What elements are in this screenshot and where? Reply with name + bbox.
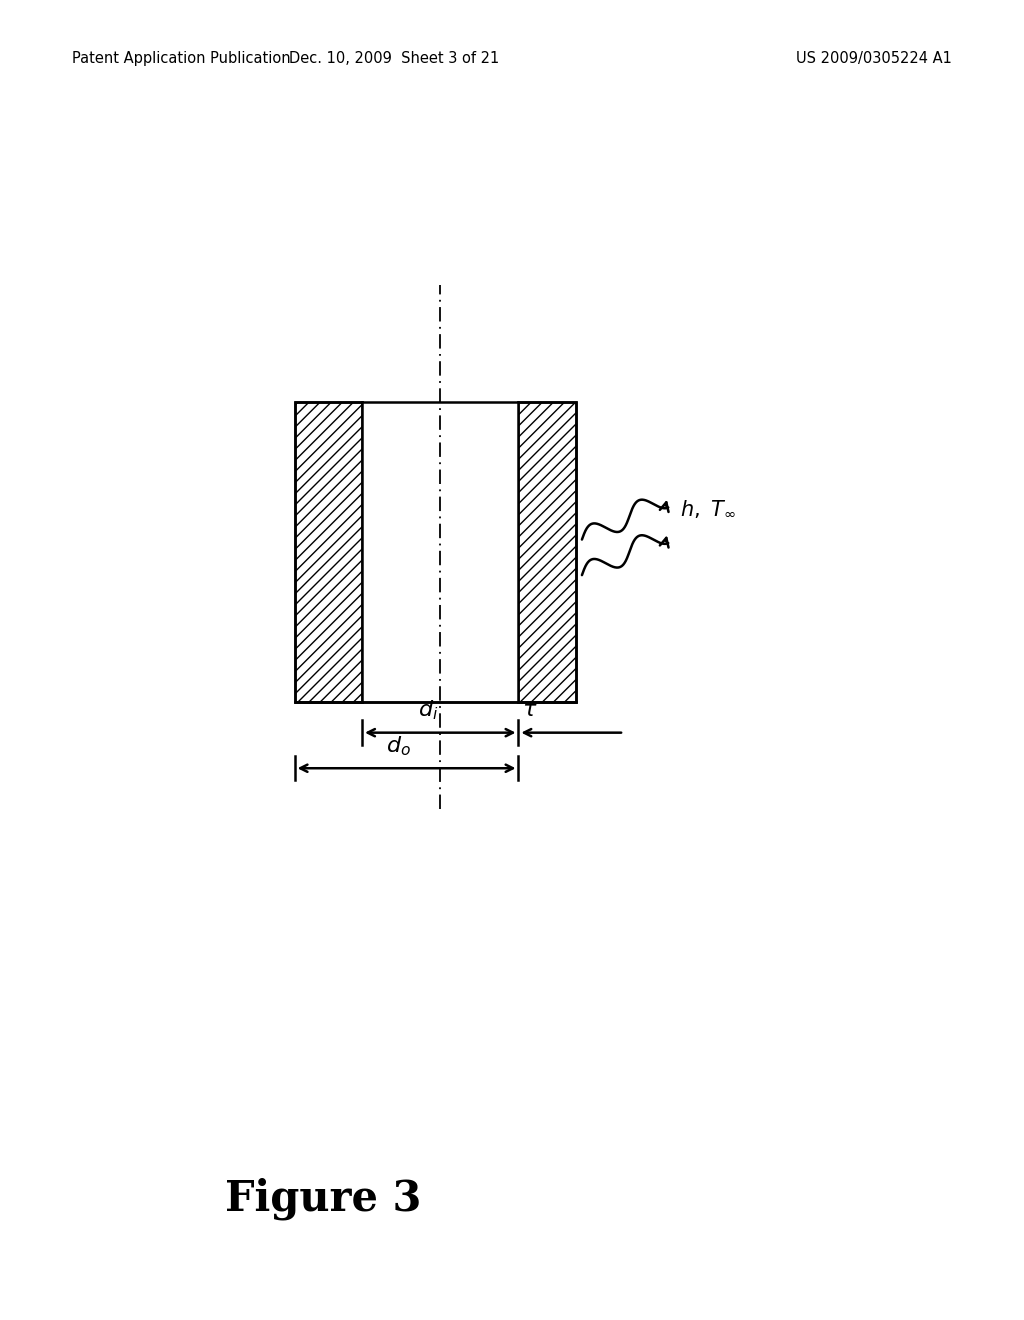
Text: $h,\ T_{\infty}$: $h,\ T_{\infty}$ [680, 499, 735, 519]
Text: $d_i$: $d_i$ [418, 698, 438, 722]
Text: Patent Application Publication: Patent Application Publication [72, 51, 291, 66]
Polygon shape [362, 403, 518, 702]
Text: US 2009/0305224 A1: US 2009/0305224 A1 [797, 51, 952, 66]
Text: $d_o$: $d_o$ [386, 734, 411, 758]
Text: Figure 3: Figure 3 [225, 1177, 422, 1220]
Text: Dec. 10, 2009  Sheet 3 of 21: Dec. 10, 2009 Sheet 3 of 21 [289, 51, 500, 66]
Text: $\tau$: $\tau$ [522, 700, 538, 722]
Polygon shape [295, 403, 362, 702]
Polygon shape [518, 403, 577, 702]
